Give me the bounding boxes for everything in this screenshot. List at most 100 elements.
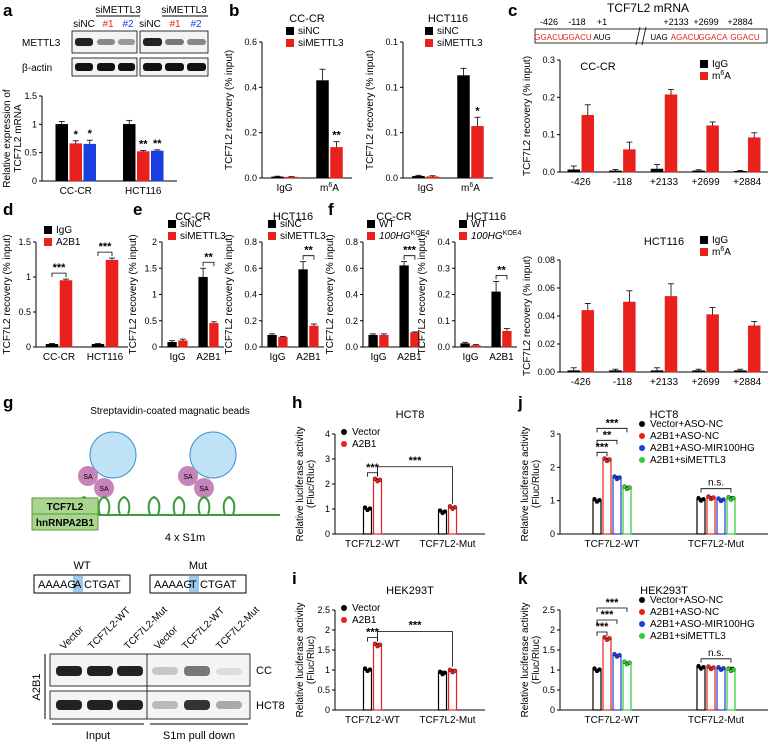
bar [581,115,595,173]
legend-swatch [700,60,708,68]
y-axis-label: TCF7L2 recovery (% input) [365,50,376,170]
x-tick-label: IgG [276,183,292,194]
blot-a-group-2: siMETTL3 [161,5,207,16]
blot-g-input: Input [86,730,110,742]
y-tick-label: 0.1 [385,128,398,138]
blot-a-row-actin: β-actin [22,63,52,74]
wt-label: WT [73,560,90,572]
bar [581,310,595,373]
y-tick-label: 0.4 [437,237,450,247]
significance-label: * [88,128,93,140]
y-tick-label: 3 [550,429,555,439]
legend-label: Vector [352,603,381,614]
x-tick-label-part: A [332,183,339,194]
y-axis-label: TCF7L2 recovery (% input) [128,234,139,354]
legend-label: WT [471,219,487,230]
bar [460,343,470,348]
panel-letter-h: h [292,393,302,412]
blot-g-lane: Vector [152,624,180,652]
y-axis-label-line: Relative luciferase activity [520,602,531,717]
x-tick-label-part: A [473,183,480,194]
x-tick-label: CC-CR [60,186,92,197]
blot-a-lane: #2 [190,19,202,30]
legend-label: Vector [352,427,381,438]
blot-band [97,39,115,45]
significance-bracket [403,255,416,260]
legend-marker [639,445,645,451]
y-tick-label: 0.2 [437,290,450,300]
legend-marker [341,441,347,447]
y-tick-label: 2 [550,625,555,635]
bar [379,334,389,348]
y-tick-label: 0.5 [317,685,330,695]
data-point [721,666,726,671]
blot-band [75,38,93,46]
chart-d: 0 0.5 1 1.5 TCF7L2 recovery (% input) CC-CR **… [2,225,128,363]
y-tick-label: 0.2 [244,316,257,326]
bar [602,638,612,711]
magnetic-bead [89,431,137,479]
legend-label-part: 6 [720,70,724,77]
sa-bubble [94,478,114,498]
legend-label: siNC [280,219,302,230]
panel-letter-k: k [518,569,528,588]
y-axis-label-line: (Fluc/Rluc) [306,460,317,508]
blot-band [165,63,184,71]
panel-g-schematic: Streptavidin-coated magnatic beads SA SA… [31,406,280,594]
y-axis-label-line: Relative luciferase activity [520,426,531,541]
chart-f2: 0.0 0.1 0.2 0.3 0.4 TCF7L2 recovery (% input)… [417,211,521,363]
panel-letter-g: g [3,393,13,412]
legend-label: IgG [56,225,72,236]
legend-label: A2B1+ASO-NC [650,431,719,442]
y-axis-label: Relative luciferase activity(Fluc/Rluc) [520,602,542,717]
mrna-seq: GGACU [562,33,592,42]
significance-label: *** [366,627,380,639]
significance-label: ** [153,138,162,150]
legend-label-part: A [724,71,731,82]
significance-label: *** [403,245,417,257]
bar [309,325,319,348]
bar [372,479,383,535]
wt-seq-box [33,574,131,594]
blot-g-row-hct8: HCT8 [256,700,285,712]
significance-label: *** [409,455,423,467]
data-point [367,667,373,672]
bar [592,669,602,711]
panel-letter-f: f [328,200,334,219]
blot-a-lane: siNC [139,19,161,30]
bar [471,126,484,179]
tcf7l2-label: TCF7L2 [47,502,84,513]
y-tick-label: 0.1 [437,316,450,326]
significance-bracket [495,274,508,280]
bar [706,667,716,711]
y-axis-label-line: (Fluc/Rluc) [531,460,542,508]
legend-label-part: 6 [720,246,724,253]
data-point [711,495,716,500]
y-axis-label: TCF7L2 recovery (% input) [325,234,336,354]
legend-swatch [459,220,467,228]
y-axis-label: Relative luciferase activity(Fluc/Rluc) [520,426,542,541]
legend-swatch [286,39,294,47]
bar [747,137,761,173]
mrna-site: +1 [597,17,607,27]
blot-a-row-mettl3: METTL3 [22,38,61,49]
bar [696,499,706,535]
bar [178,340,188,348]
blot-band [184,666,210,676]
chart-title: HCT8 [396,409,425,421]
data-point [721,497,726,502]
x-tick-label: A2B1 [489,352,514,363]
x-tick-label: m6A [320,182,339,194]
legend-swatch [425,27,433,35]
panel-letter-d: d [3,200,13,219]
bar [83,143,96,182]
bar [105,259,119,348]
bar [692,370,705,373]
significance-label: *** [99,241,113,253]
legend-marker [639,633,645,639]
data-point [377,477,383,482]
bar [45,343,59,348]
